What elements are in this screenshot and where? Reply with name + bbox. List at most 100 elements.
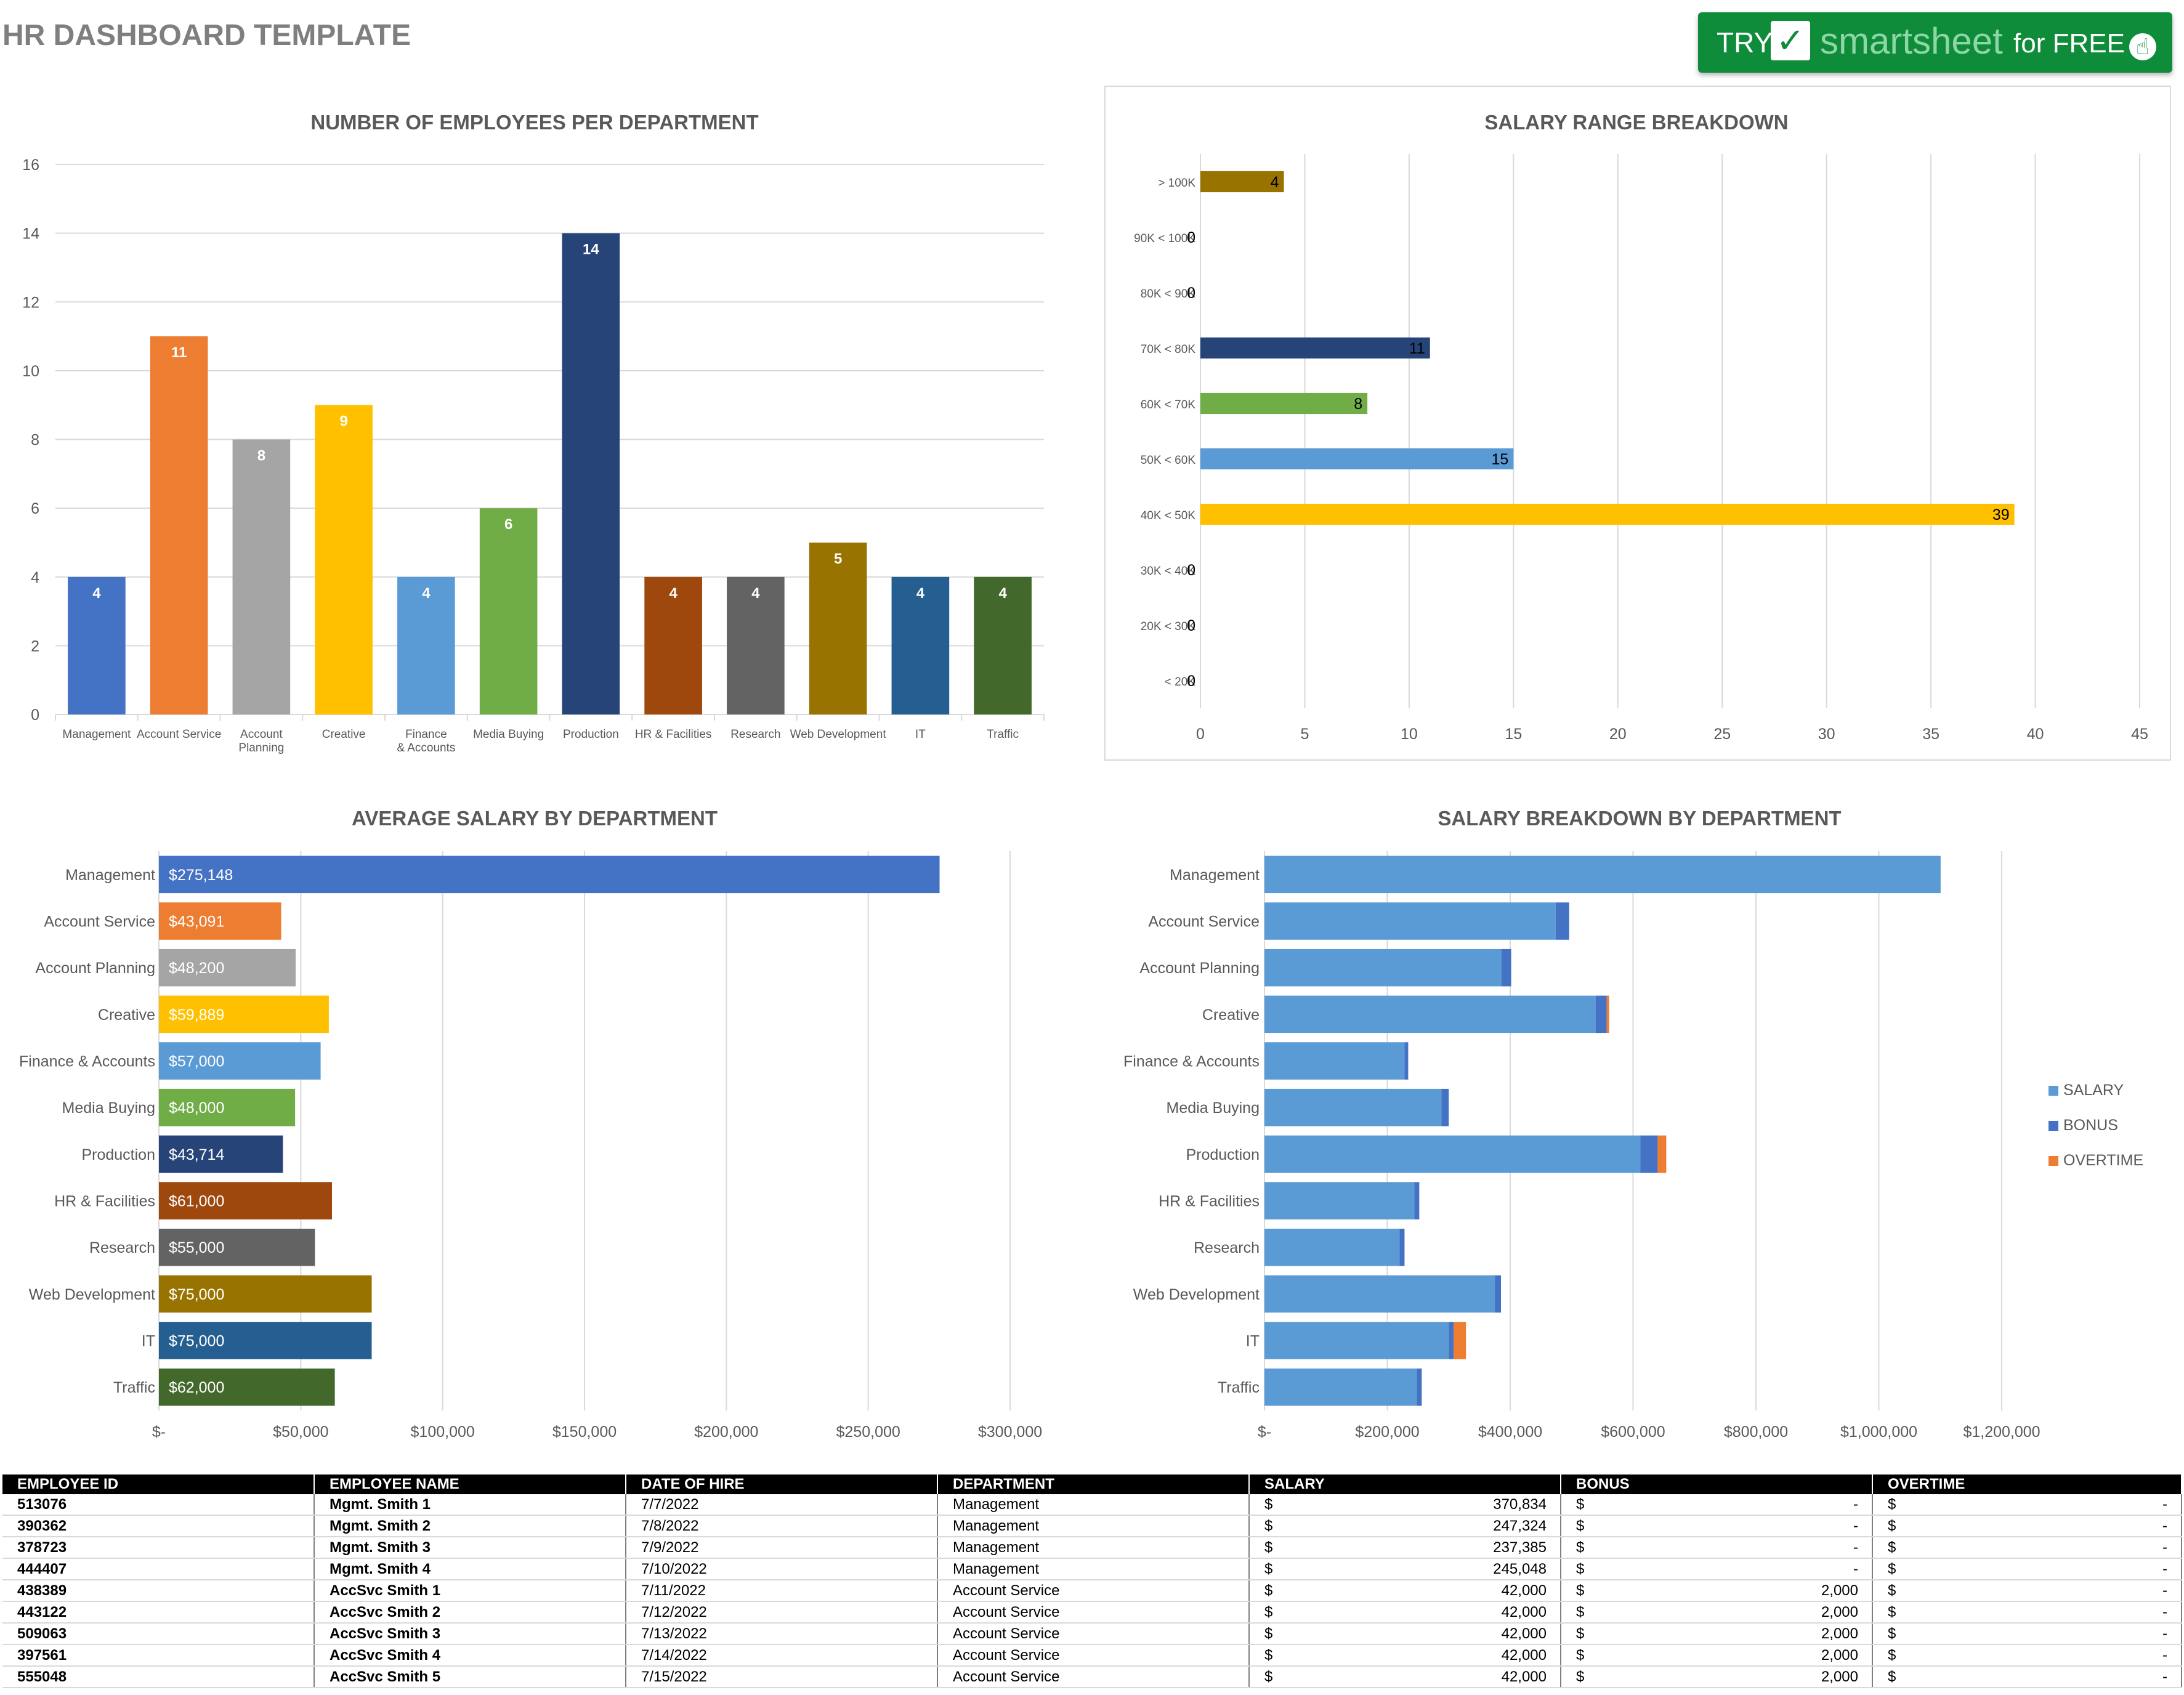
cell-salary: $42,000 — [1249, 1644, 1561, 1667]
data-label: $43,714 — [169, 1146, 224, 1163]
data-label: 39 — [1992, 506, 2010, 524]
bar-segment — [1441, 1088, 1449, 1127]
amount: - — [2162, 1668, 2167, 1685]
table-row[interactable]: 378723 Mgmt. Smith 3 7/9/2022 Management $23… — [2, 1537, 2182, 1559]
bar-segment — [1264, 1088, 1442, 1127]
bar-segment — [1555, 902, 1569, 940]
table-row[interactable]: 509063 AccSvc Smith 3 7/13/2022 Account Ser… — [2, 1623, 2182, 1645]
cell-bonus: $ - — [1561, 1537, 1873, 1559]
bar-segment — [1417, 1368, 1422, 1406]
y-tick-label: 50K < 60K — [1141, 454, 1196, 467]
amount: 237,385 — [1493, 1539, 1547, 1556]
y-tick-label: Media Buying — [62, 1099, 155, 1117]
table-row[interactable]: 444407 Mgmt. Smith 4 7/10/2022 Management $2… — [2, 1558, 2182, 1580]
table-row[interactable]: 390362 Mgmt. Smith 2 7/8/2022 Management $24… — [2, 1515, 2182, 1537]
cell-department: Account Service — [937, 1666, 1250, 1688]
data-label: $275,148 — [169, 867, 233, 884]
bar — [1200, 448, 1514, 470]
table-row[interactable]: 397561 AccSvc Smith 4 7/14/2022 Account Ser… — [2, 1644, 2182, 1667]
bar — [1200, 171, 1284, 193]
table-row[interactable]: 513076 Mgmt. Smith 1 7/7/2022 Management $37… — [2, 1494, 2182, 1516]
table-row[interactable]: 438389 AccSvc Smith 1 7/11/2022 Account Ser… — [2, 1580, 2182, 1602]
y-tick-label: Account Planning — [1139, 960, 1260, 977]
col-overtime[interactable]: OVERTIME — [1872, 1475, 2182, 1494]
bar — [159, 1182, 333, 1220]
y-tick-label: Account Service — [44, 913, 155, 931]
amount: 245,048 — [1493, 1560, 1547, 1577]
y-tick-label: 30K < 40K — [1141, 565, 1196, 578]
y-tick-label: 20K < 30K — [1141, 620, 1196, 633]
y-tick-label: Creative — [1202, 1006, 1260, 1024]
cell-department: Account Service — [937, 1580, 1250, 1602]
cell-employee-id: 438389 — [2, 1580, 315, 1602]
x-tick-label: $600,000 — [1601, 1423, 1665, 1441]
bar-segment — [1264, 1228, 1400, 1266]
bar — [809, 542, 867, 714]
cell-employee-id: 397561 — [2, 1644, 315, 1667]
amount: 42,000 — [1501, 1646, 1547, 1664]
data-label: 4 — [422, 585, 431, 602]
bar — [479, 508, 538, 714]
bar — [159, 902, 281, 940]
data-label: $75,000 — [169, 1286, 224, 1303]
cell-date-of-hire: 7/11/2022 — [626, 1580, 938, 1602]
data-label: 6 — [504, 516, 512, 533]
x-tick-label: Creative — [322, 728, 366, 741]
x-tick-label: Account Service — [137, 728, 221, 741]
amount: 2,000 — [1821, 1668, 1858, 1685]
cell-date-of-hire: 7/14/2022 — [626, 1644, 938, 1667]
x-tick-label: Media Buying — [473, 728, 544, 741]
bar — [68, 576, 126, 714]
bar-segment — [1414, 1182, 1420, 1220]
amount: - — [1853, 1539, 1858, 1556]
x-tick-label: Management — [62, 728, 131, 741]
cell-employee-id: 509063 — [2, 1623, 315, 1645]
x-tick-label: 10 — [1401, 726, 1418, 743]
amount: 247,324 — [1493, 1517, 1547, 1534]
col-bonus[interactable]: BONUS — [1561, 1475, 1873, 1494]
cell-employee-id: 555048 — [2, 1666, 315, 1688]
bar-segment — [1454, 1322, 1466, 1359]
pointer-hand-icon: ☝ — [2129, 33, 2156, 60]
cell-employee-name: AccSvc Smith 2 — [314, 1601, 626, 1624]
cell-salary: $42,000 — [1249, 1623, 1561, 1645]
cell-date-of-hire: 7/9/2022 — [626, 1537, 938, 1559]
col-salary[interactable]: SALARY — [1249, 1475, 1561, 1494]
chart-title: SALARY BREAKDOWN BY DEPARTMENT — [1438, 807, 1841, 830]
x-tick-label: 0 — [1196, 726, 1205, 743]
table-row[interactable]: 443122 AccSvc Smith 2 7/12/2022 Account Ser… — [2, 1601, 2182, 1624]
currency-symbol: $ — [1264, 1517, 1273, 1534]
y-tick-label: Account Service — [1148, 913, 1260, 931]
bar-segment — [1640, 1135, 1658, 1173]
currency-symbol: $ — [1576, 1625, 1585, 1642]
x-tick-label: $300,000 — [978, 1423, 1042, 1441]
col-employee-name[interactable]: EMPLOYEE NAME — [314, 1475, 626, 1494]
col-date-of-hire[interactable]: DATE OF HIRE — [626, 1475, 938, 1494]
table-row[interactable]: 555048 AccSvc Smith 5 7/15/2022 Account Ser… — [2, 1666, 2182, 1688]
page-title: HR DASHBOARD TEMPLATE — [2, 19, 411, 52]
y-tick-label: 40K < 50K — [1141, 509, 1196, 522]
bar-segment — [1495, 1275, 1502, 1313]
data-label: 4 — [916, 585, 925, 602]
try-smartsheet-button[interactable]: TRY ✓ smartsheet for FREE ☝ — [1698, 12, 2172, 73]
bar-segment — [1264, 949, 1502, 987]
col-employee-id[interactable]: EMPLOYEE ID — [2, 1475, 315, 1494]
amount: - — [2162, 1646, 2167, 1664]
cell-department: Management — [937, 1558, 1250, 1580]
data-label: 4 — [998, 585, 1007, 602]
data-label: 0 — [1187, 229, 1195, 246]
cell-bonus: $ - — [1561, 1558, 1873, 1580]
bar — [1200, 503, 2015, 525]
data-label: 8 — [257, 448, 265, 464]
x-tick-label: $200,000 — [1355, 1423, 1419, 1441]
col-department[interactable]: DEPARTMENT — [937, 1475, 1250, 1494]
bar-segment — [1399, 1228, 1405, 1266]
cell-bonus: $2,000 — [1561, 1623, 1873, 1645]
cell-date-of-hire: 7/15/2022 — [626, 1666, 938, 1688]
bar — [891, 576, 950, 714]
y-tick-label: Traffic — [1218, 1379, 1260, 1396]
currency-symbol: $ — [1576, 1495, 1585, 1513]
amount: - — [2162, 1560, 2167, 1577]
y-tick-label: Web Development — [1133, 1286, 1260, 1303]
currency-symbol: $ — [1264, 1539, 1273, 1556]
